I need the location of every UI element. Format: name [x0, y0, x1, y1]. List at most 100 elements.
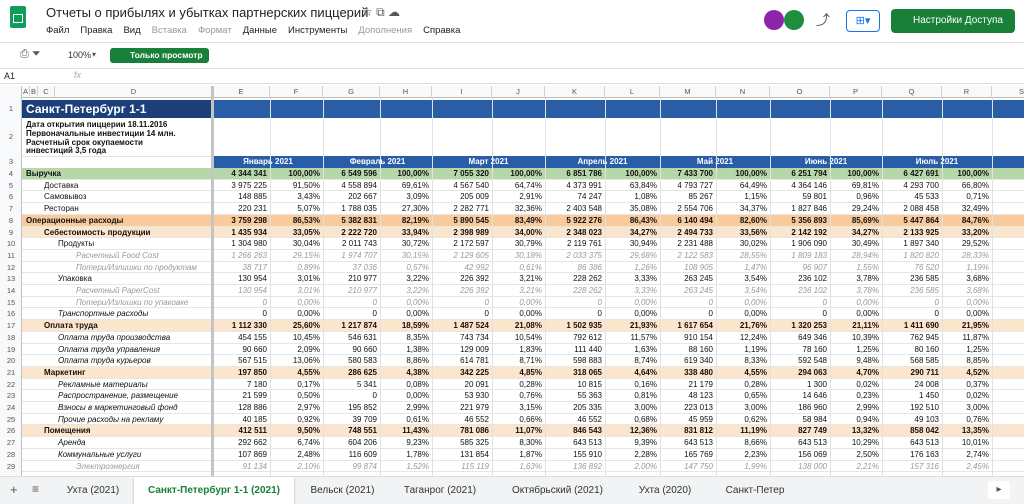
present-button[interactable]: ⊞▾	[846, 10, 880, 32]
menu-item[interactable]: Данные	[242, 25, 278, 36]
tab-scroll[interactable]: ▸	[988, 481, 1010, 499]
cell: 11,43%	[402, 426, 429, 436]
cell: 0,00%	[634, 297, 657, 307]
cell: 0,92%	[297, 414, 320, 424]
cell: 4,38%	[406, 367, 429, 377]
menu-item[interactable]: Формат	[197, 25, 232, 36]
cell: 1 820 820	[903, 250, 939, 260]
all-sheets[interactable]: ≡	[32, 482, 40, 496]
grid: A B C D E F G H I J K L M N O P Q R S 1 2 3 Санкт-Петербург 1-…	[0, 86, 1024, 476]
cell: 33,56%	[739, 227, 767, 237]
row-line	[22, 284, 1024, 285]
cell: 55 363	[577, 391, 602, 401]
cell: 3,00%	[634, 403, 657, 412]
cell: 13,32%	[851, 426, 879, 436]
sheet-tab[interactable]: Вельск (2021)	[310, 485, 375, 496]
cell: 10,01%	[961, 438, 989, 448]
row-line	[22, 202, 1024, 204]
cell: 0,76%	[966, 414, 989, 424]
row-number: 2	[8, 132, 14, 141]
sheet-tab[interactable]: Ухта (2021)	[66, 485, 120, 496]
menu-item[interactable]: Файл	[46, 25, 70, 36]
cell: 1,26%	[634, 262, 657, 272]
sheet-tab[interactable]: Октябрьский (2021)	[512, 485, 603, 496]
cell: 64,49%	[739, 180, 767, 190]
menu-item[interactable]: Справка	[423, 25, 461, 36]
sheets-logo[interactable]	[10, 6, 26, 28]
name-box[interactable]: A1	[4, 71, 16, 81]
cell: 2 122 583	[677, 250, 713, 260]
cell: 2,45%	[966, 461, 989, 471]
row-number: 20	[6, 356, 16, 366]
menu-item[interactable]: Вставка	[151, 25, 187, 36]
cell: 546 631	[348, 332, 377, 342]
cell: 0,08%	[406, 379, 429, 389]
sheet-tab[interactable]: Таганрог (2021)	[403, 485, 477, 496]
sheet-tab[interactable]: Санкт-Петербург 1-1 (2021)	[134, 477, 294, 504]
cell: 0,28%	[744, 379, 767, 389]
cell: 0,00%	[744, 309, 767, 319]
cell: 10,29%	[851, 438, 879, 448]
cell: 96 907	[802, 262, 827, 272]
cell: 0,81%	[634, 391, 657, 401]
cell: 223 013	[684, 403, 713, 412]
sheet-tab[interactable]: Ухта (2020)	[638, 485, 692, 496]
cell: 3,33%	[634, 286, 657, 295]
star-icon[interactable]: ☆ ⧉ ☁	[362, 5, 400, 19]
cell: 85 267	[688, 192, 713, 202]
menu-item[interactable]: Инструменты	[288, 25, 348, 36]
cell: 21,76%	[739, 321, 767, 331]
row-label: Взносы в маркетинговый фонд	[58, 403, 178, 412]
cell: 2,99%	[406, 403, 429, 412]
cell: 0,02%	[966, 391, 989, 401]
cell: 3,54%	[744, 286, 767, 295]
cell: 3,68%	[966, 286, 989, 295]
sheet-tab[interactable]: Санкт-Петер	[725, 485, 785, 496]
row-line	[22, 295, 1024, 297]
row-label: Расчетный PaperCost	[76, 286, 160, 295]
menu-item[interactable]: Дополнения	[358, 25, 413, 36]
cell: 3,09%	[406, 192, 429, 202]
cell: 0,61%	[519, 262, 542, 272]
cell: 10,39%	[851, 332, 879, 342]
zoom-arrow[interactable]: ▾	[92, 50, 97, 59]
row-label: Выручка	[26, 169, 61, 178]
print-icon[interactable]: ⎙ ⏷	[20, 48, 41, 60]
cell: 48 123	[688, 391, 713, 401]
column-line	[992, 98, 993, 476]
avatar[interactable]	[784, 10, 804, 30]
doc-title[interactable]: Отчеты о прибылях и убытках партнерских …	[46, 5, 369, 20]
cell: 748 551	[348, 426, 377, 436]
cell: 82,60%	[739, 215, 767, 225]
cell: 157 316	[910, 461, 939, 471]
zoom[interactable]: 100%	[68, 50, 92, 60]
cell: 116 609	[348, 449, 377, 459]
cell: 205 335	[573, 403, 602, 412]
cell: 33,20%	[961, 227, 989, 237]
activity-icon[interactable]: ⤴	[816, 12, 830, 28]
menu-item[interactable]: Вид	[123, 25, 141, 36]
cell: 30,18%	[514, 250, 542, 260]
cell: 186 960	[798, 403, 827, 412]
cell: 1,19%	[744, 344, 767, 354]
row-label: Рекламные материалы	[58, 379, 148, 389]
cell: 0	[262, 309, 267, 319]
cell: 5 356 893	[791, 215, 827, 225]
column-header: P	[830, 86, 882, 98]
cell: 2 142 192	[791, 227, 827, 237]
cell: 107 869	[238, 449, 267, 459]
menu-item[interactable]: Правка	[80, 25, 113, 36]
row-number: 6	[8, 192, 14, 202]
row-label: Оплата труда производства	[58, 332, 171, 342]
title-band-right	[213, 100, 1024, 118]
cell: 0	[597, 297, 602, 307]
cell: 4,55%	[744, 367, 767, 377]
avatar[interactable]	[764, 10, 784, 30]
share-button[interactable]: Настройки Доступа	[891, 9, 1015, 33]
cell: 30,49%	[851, 239, 879, 249]
view-mode-button[interactable]: Только просмотр	[110, 48, 209, 63]
add-sheet[interactable]: +	[10, 482, 18, 497]
cell: 3,22%	[406, 286, 429, 295]
row-number: 3	[8, 157, 14, 166]
